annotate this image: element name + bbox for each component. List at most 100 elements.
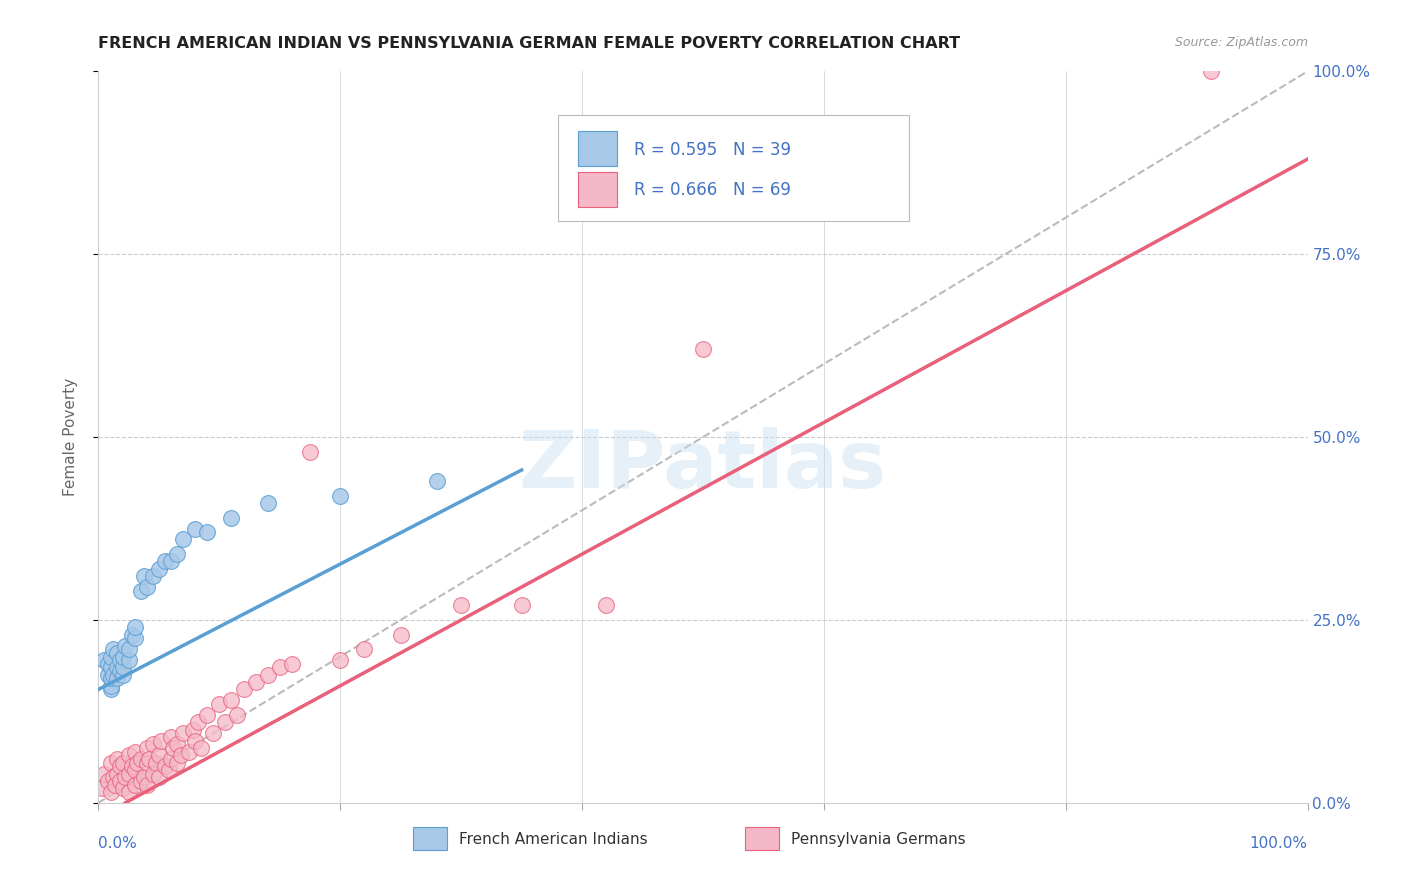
Point xyxy=(1199,64,1222,78)
Point xyxy=(221,510,243,524)
Point xyxy=(172,533,194,547)
Point xyxy=(256,667,278,681)
Point xyxy=(389,627,412,641)
Point xyxy=(160,554,183,568)
Point xyxy=(118,785,141,799)
Point xyxy=(129,752,152,766)
Point xyxy=(93,766,115,780)
Point xyxy=(172,726,194,740)
Text: 100.0%: 100.0% xyxy=(1250,836,1308,851)
Point xyxy=(100,756,122,770)
Point xyxy=(148,770,170,784)
Point xyxy=(100,649,122,664)
Point xyxy=(135,756,157,770)
Point xyxy=(97,667,120,681)
Point xyxy=(281,657,304,671)
Point xyxy=(101,770,124,784)
Point xyxy=(124,620,146,634)
Point xyxy=(353,642,375,657)
Point xyxy=(195,525,218,540)
Point xyxy=(111,667,134,681)
Point xyxy=(97,657,120,671)
Point xyxy=(166,547,188,561)
Point xyxy=(181,723,204,737)
Point xyxy=(202,726,225,740)
Point xyxy=(108,664,131,678)
Point xyxy=(129,773,152,788)
Text: R = 0.595   N = 39: R = 0.595 N = 39 xyxy=(634,141,792,159)
Point xyxy=(100,785,122,799)
Point xyxy=(108,653,131,667)
Point xyxy=(108,759,131,773)
Point xyxy=(105,646,128,660)
Text: FRENCH AMERICAN INDIAN VS PENNSYLVANIA GERMAN FEMALE POVERTY CORRELATION CHART: FRENCH AMERICAN INDIAN VS PENNSYLVANIA G… xyxy=(98,36,960,51)
Point xyxy=(450,599,472,613)
Point xyxy=(187,715,209,730)
Point xyxy=(108,773,131,788)
Point xyxy=(111,756,134,770)
Point xyxy=(101,642,124,657)
FancyBboxPatch shape xyxy=(745,827,779,850)
Point xyxy=(510,599,533,613)
Point xyxy=(162,740,184,755)
Point xyxy=(121,759,143,773)
Point xyxy=(169,748,191,763)
Point xyxy=(118,766,141,780)
Point xyxy=(100,660,122,674)
Point xyxy=(150,733,173,747)
Point xyxy=(256,496,278,510)
Point xyxy=(100,682,122,697)
Point xyxy=(148,562,170,576)
FancyBboxPatch shape xyxy=(578,131,617,167)
Point xyxy=(184,733,207,747)
Point xyxy=(135,778,157,792)
Point xyxy=(232,682,254,697)
Point xyxy=(160,752,183,766)
Point xyxy=(105,766,128,780)
Text: French American Indians: French American Indians xyxy=(458,832,647,847)
Point xyxy=(214,715,236,730)
Point xyxy=(179,745,201,759)
Point xyxy=(93,653,115,667)
Point xyxy=(692,343,714,357)
Point xyxy=(135,740,157,755)
Point xyxy=(104,778,127,792)
Point xyxy=(135,580,157,594)
Point xyxy=(134,569,156,583)
Point xyxy=(124,763,146,777)
Point xyxy=(118,653,141,667)
Point xyxy=(134,770,156,784)
Point xyxy=(157,763,180,777)
Point xyxy=(142,569,165,583)
Text: R = 0.666   N = 69: R = 0.666 N = 69 xyxy=(634,181,792,199)
Point xyxy=(101,667,124,681)
Point xyxy=(105,752,128,766)
Point xyxy=(195,708,218,723)
Point xyxy=(111,660,134,674)
Point xyxy=(153,554,176,568)
Point xyxy=(118,748,141,763)
Point xyxy=(595,599,617,613)
Point xyxy=(121,627,143,641)
Point xyxy=(329,653,352,667)
Point xyxy=(138,752,160,766)
Point xyxy=(329,489,352,503)
Point xyxy=(100,679,122,693)
Point xyxy=(129,583,152,598)
Point xyxy=(111,649,134,664)
Point xyxy=(105,660,128,674)
Point xyxy=(145,756,167,770)
Point xyxy=(153,759,176,773)
Point xyxy=(166,737,188,751)
FancyBboxPatch shape xyxy=(578,171,617,207)
Point xyxy=(124,778,146,792)
Point xyxy=(105,672,128,686)
Point xyxy=(142,766,165,780)
FancyBboxPatch shape xyxy=(558,115,908,221)
Point xyxy=(124,632,146,646)
Point xyxy=(100,672,122,686)
Text: ZIPatlas: ZIPatlas xyxy=(519,427,887,506)
Point xyxy=(160,730,183,744)
FancyBboxPatch shape xyxy=(413,827,447,850)
Point xyxy=(114,639,136,653)
